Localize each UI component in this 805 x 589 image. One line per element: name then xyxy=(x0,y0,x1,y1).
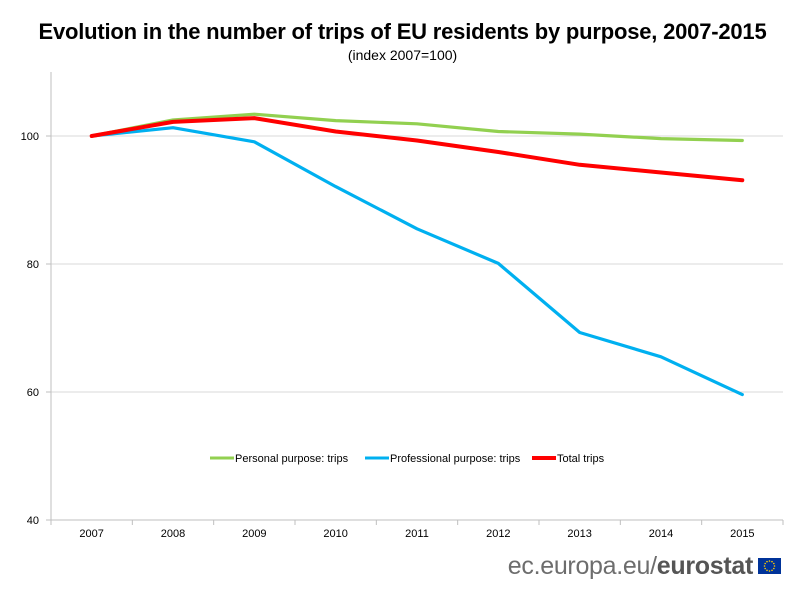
legend-label: Personal purpose: trips xyxy=(235,453,349,465)
x-tick-label: 2011 xyxy=(405,528,429,540)
source-brand: eurostat xyxy=(656,552,754,580)
x-tick-label: 2009 xyxy=(242,528,266,540)
flag-star xyxy=(763,565,766,567)
series-line-total-trips xyxy=(89,116,745,183)
flag-star xyxy=(773,565,776,567)
legend-label: Total trips xyxy=(557,453,605,465)
flag-star xyxy=(771,560,773,563)
axes xyxy=(46,72,784,525)
chart-title: Evolution in the number of trips of EU r… xyxy=(38,19,767,44)
flag-star xyxy=(771,569,773,572)
series-line-personal-purpose-trips xyxy=(90,112,744,143)
legend-label: Professional purpose: trips xyxy=(390,453,521,465)
legend-item: Total trips xyxy=(532,453,605,465)
gridlines xyxy=(51,135,783,393)
flag-star xyxy=(768,570,771,572)
source-prefix: ec.europa.eu/ xyxy=(507,552,657,580)
flag-star xyxy=(764,567,766,570)
x-tick-label: 2015 xyxy=(730,528,754,540)
x-tick-label: 2014 xyxy=(649,528,673,540)
flag-star xyxy=(768,560,771,562)
flag-star xyxy=(773,562,775,565)
x-tick-label: 2008 xyxy=(161,528,185,540)
y-tick-label: 40 xyxy=(27,515,39,527)
flag-star xyxy=(773,567,775,570)
chart-subtitle: (index 2007=100) xyxy=(347,47,458,63)
x-tick-label: 2010 xyxy=(323,528,347,540)
y-tick-label: 60 xyxy=(27,387,39,399)
x-tick-label: 2007 xyxy=(79,528,103,540)
legend-item: Professional purpose: trips xyxy=(365,453,521,465)
flag-star xyxy=(766,569,768,572)
flag-star xyxy=(764,562,766,565)
series-line-professional-purpose-trips xyxy=(90,126,744,397)
y-tick-label: 80 xyxy=(27,259,39,271)
eu-flag-icon xyxy=(758,558,781,574)
flag-star xyxy=(766,560,768,563)
x-tick-label: 2013 xyxy=(567,528,591,540)
series-lines xyxy=(89,112,745,397)
source-footer: ec.europa.eu/eurostat xyxy=(507,552,754,581)
legend-item: Personal purpose: trips xyxy=(210,453,349,465)
y-tick-label: 100 xyxy=(21,131,39,143)
x-tick-label: 2012 xyxy=(486,528,510,540)
legend: Personal purpose: trips Professional purp… xyxy=(210,453,605,465)
tick-labels: 40 60 80 100 2007 2008 2009 2010 2011 2012 2013 201… xyxy=(21,131,755,540)
